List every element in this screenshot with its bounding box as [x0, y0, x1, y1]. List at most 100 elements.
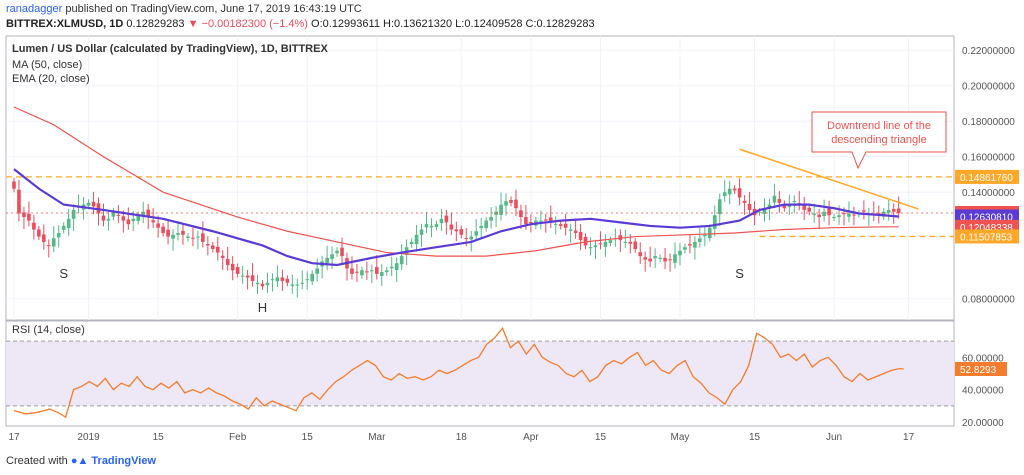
candle-body [424, 224, 429, 228]
candle [419, 223, 424, 247]
candle-body [176, 233, 180, 235]
candle-body [886, 209, 891, 213]
candle [683, 243, 687, 254]
ema-legend: EMA (20, close) [12, 73, 90, 85]
candle-body [161, 226, 165, 234]
candle-body [61, 225, 66, 230]
candle-body [683, 247, 687, 250]
candle [732, 185, 737, 194]
candle-body [379, 272, 384, 276]
candle [161, 223, 165, 237]
candle [196, 230, 200, 250]
candle [658, 254, 662, 262]
candle-body [434, 224, 439, 227]
annotation-text-line1: Downtrend line of the [827, 120, 931, 132]
candle [896, 196, 901, 219]
candle [519, 204, 523, 230]
footer-brand[interactable]: TradingView [91, 455, 157, 467]
candle [767, 198, 772, 221]
candle-body [668, 259, 672, 261]
candle [12, 178, 16, 193]
candle-body [643, 257, 647, 260]
candle [275, 265, 280, 287]
rsi-band [6, 341, 954, 406]
candle-body [454, 229, 459, 232]
candle-body [225, 258, 230, 265]
candle [51, 226, 56, 253]
candle-body [732, 188, 737, 191]
candle [703, 226, 707, 247]
candle [121, 210, 126, 233]
candle [663, 247, 667, 270]
candle-body [822, 211, 826, 216]
candle [295, 278, 300, 298]
candle-body [220, 255, 225, 258]
candle-body [727, 188, 732, 195]
candle-body [290, 284, 295, 286]
candle [211, 241, 215, 253]
pattern-label: S [59, 266, 68, 281]
candle-body [22, 212, 26, 218]
candle-body [111, 211, 116, 217]
candle-body [509, 200, 513, 203]
candle-body [265, 282, 270, 286]
candle-body [548, 217, 553, 223]
candle [181, 223, 185, 245]
candle-body [539, 220, 543, 222]
candle-body [553, 224, 558, 226]
candle-body [862, 210, 866, 212]
symbol-line: BITTREX:XLMUSD, 1D 0.12829283 ▼ −0.00182… [6, 18, 595, 30]
price-label-text: 0.11507853 [960, 232, 1013, 243]
candle-body [295, 284, 300, 286]
candle-body [762, 208, 767, 214]
candle-body [116, 214, 121, 216]
pattern-label: H [258, 300, 267, 315]
candle-body [543, 219, 548, 221]
candle-body [121, 216, 126, 221]
candle [245, 269, 250, 290]
candle [588, 237, 593, 256]
candle [548, 205, 553, 229]
candle-body [389, 266, 394, 269]
candle-body [360, 270, 364, 276]
candle-body [260, 283, 265, 287]
candle [747, 191, 752, 216]
price-tick-label: 0.20000000 [962, 82, 1015, 93]
candle [553, 216, 558, 235]
candle-body [688, 244, 692, 246]
candle-body [648, 258, 652, 262]
candle [399, 244, 404, 270]
candle-body [211, 245, 215, 249]
candle-body [270, 279, 275, 281]
candle-body [315, 268, 319, 274]
candle [822, 199, 826, 222]
candle [285, 275, 290, 287]
candle-body [673, 254, 677, 263]
candle-body [375, 267, 379, 274]
candle-body [156, 223, 160, 228]
candle-body [558, 224, 563, 226]
candle-body [230, 263, 235, 271]
candle-body [832, 217, 836, 219]
candle [56, 225, 61, 248]
candle-body [703, 234, 707, 237]
candle-body [340, 247, 344, 257]
candle-body [653, 256, 657, 259]
candle-body [66, 218, 71, 229]
candle [484, 217, 488, 232]
downtrend-line [739, 148, 919, 210]
candle-body [201, 233, 205, 242]
candle [454, 221, 459, 242]
candle-body [166, 229, 170, 237]
candle [215, 236, 220, 261]
candle [712, 205, 717, 237]
candle-body [777, 198, 782, 203]
time-tick-label: Jun [826, 432, 842, 443]
candle-body [191, 237, 195, 239]
publisher-name[interactable]: ranadagger [6, 3, 63, 15]
price-tick-label: 0.08000000 [962, 295, 1015, 306]
candle [678, 242, 682, 266]
rsi-line [13, 326, 904, 419]
candle [270, 273, 275, 292]
